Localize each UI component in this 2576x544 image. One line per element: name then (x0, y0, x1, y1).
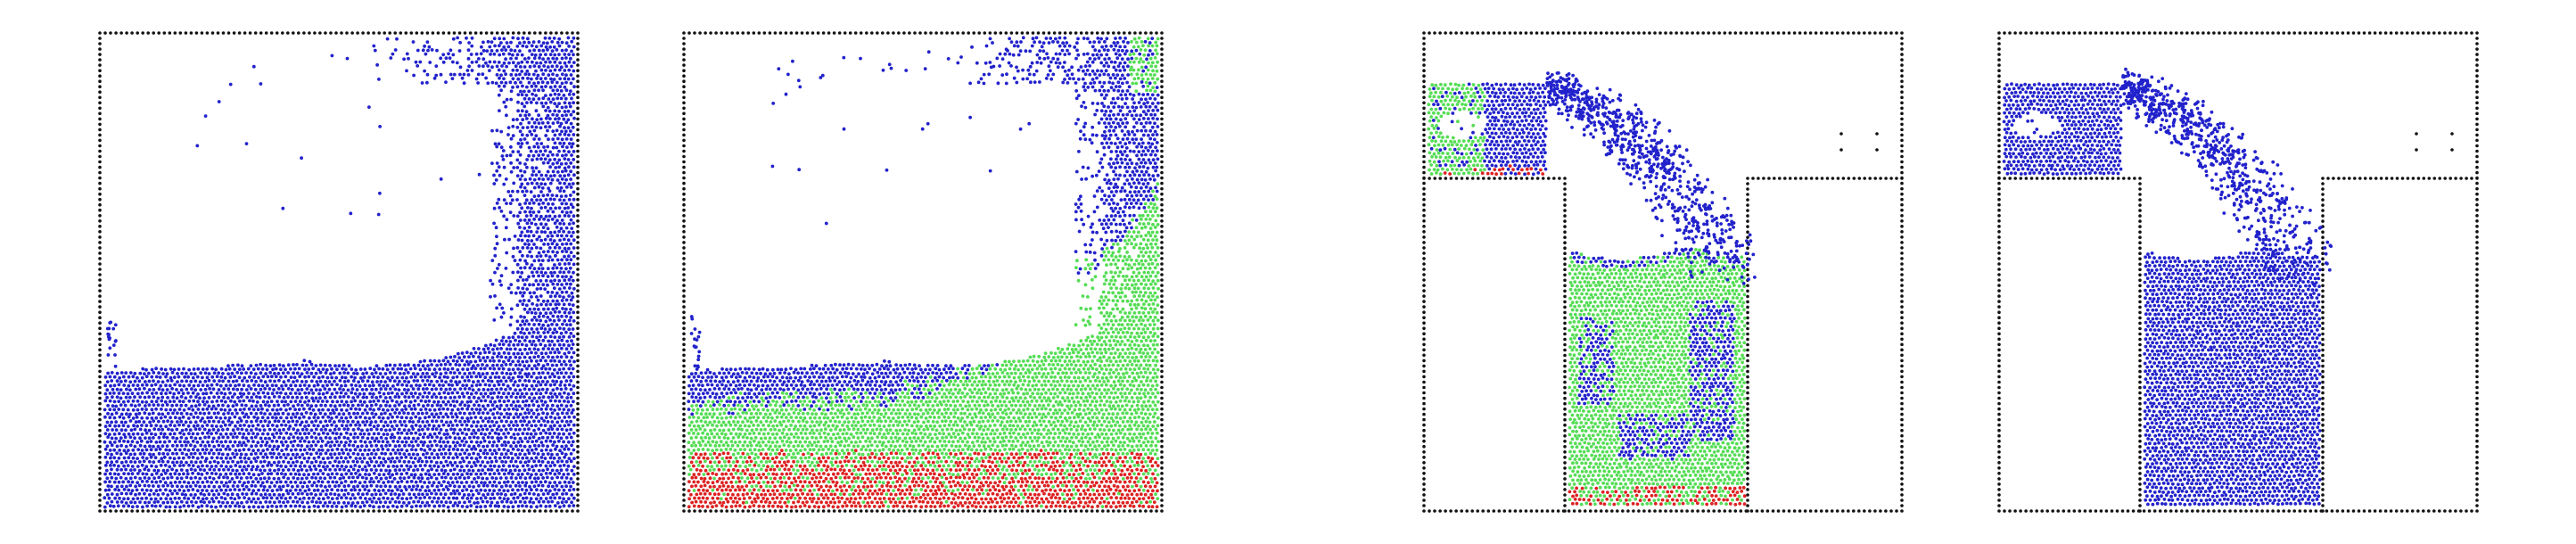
fluid-particles-blue (687, 36, 1160, 416)
fluid-particles-red (687, 449, 1160, 509)
fluid-particles-green (1427, 82, 1747, 507)
panel-tank-single-phase (1997, 31, 2479, 513)
fluid-particles-blue (103, 36, 576, 509)
boundary-particles (1422, 31, 1904, 513)
boundary-particles (1997, 31, 2479, 513)
panel-tank-phase-colored (1422, 31, 1904, 513)
panel-wave-single-phase (98, 31, 580, 513)
fluid-particles-blue (2002, 67, 2333, 507)
fluid-particles-green (687, 36, 1160, 508)
panel-wave-phase-colored (682, 31, 1164, 513)
fluid-particles-blue (1429, 71, 1757, 461)
